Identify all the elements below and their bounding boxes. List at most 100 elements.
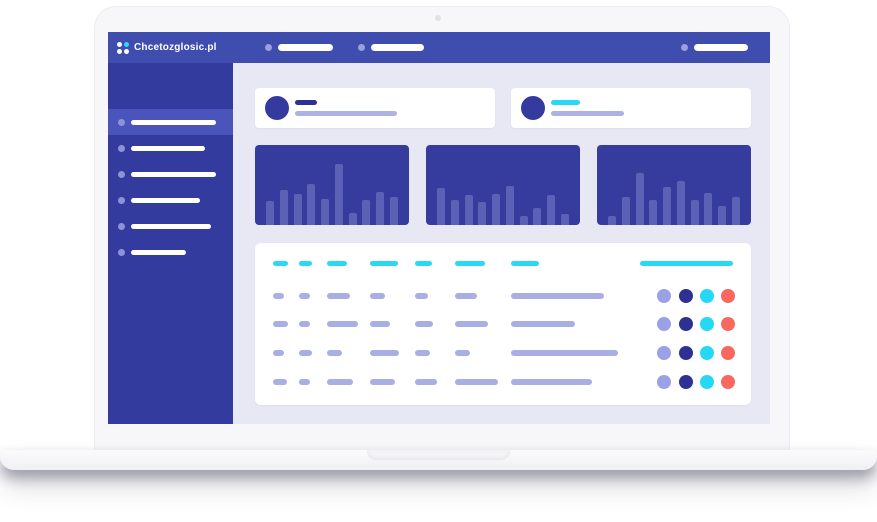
card-subtitle-placeholder	[551, 111, 624, 116]
sidebar-bullet-icon	[118, 144, 125, 152]
status-dot	[679, 375, 693, 389]
chart-bar	[731, 197, 740, 225]
chart-bar	[690, 200, 699, 225]
chart-bar	[437, 188, 445, 225]
chart-bar	[505, 186, 514, 225]
cell-placeholder	[511, 379, 592, 385]
sidebar-bullet-icon	[118, 118, 125, 126]
sidebar-label-placeholder	[131, 249, 186, 255]
status-dot	[721, 375, 735, 389]
chart-bar	[334, 164, 343, 225]
status-dot	[679, 289, 693, 303]
logo-dot-icon	[117, 41, 122, 47]
sidebar-label-placeholder	[131, 145, 205, 151]
sidebar-item[interactable]	[108, 187, 233, 213]
nav-item[interactable]	[358, 32, 424, 63]
cell-placeholder	[327, 321, 358, 327]
nav-item[interactable]	[681, 32, 748, 63]
laptop-base	[0, 450, 877, 470]
sidebar-label-placeholder	[131, 171, 216, 177]
cell-placeholder	[370, 321, 390, 327]
cell-placeholder	[273, 321, 288, 327]
nav-bullet-icon	[358, 44, 365, 51]
status-dot	[679, 317, 693, 331]
cell-placeholder	[327, 379, 353, 385]
nav-item[interactable]	[265, 32, 333, 63]
cell-placeholder	[327, 350, 342, 356]
chart-bar	[649, 200, 658, 225]
cell-placeholder	[327, 293, 350, 299]
logo-dot-icon	[124, 48, 129, 54]
cell-placeholder	[511, 321, 575, 327]
status-dot	[700, 317, 714, 331]
sidebar-bullet-icon	[118, 222, 125, 230]
logo-dots-icon	[117, 41, 129, 54]
cell-placeholder	[299, 293, 310, 299]
profile-card[interactable]	[511, 88, 751, 128]
chart-bar	[293, 194, 302, 225]
chart-bar	[307, 184, 316, 225]
cell-placeholder	[415, 321, 433, 327]
chart-bar	[492, 194, 501, 225]
cell-placeholder	[273, 293, 284, 299]
cell-placeholder	[273, 379, 287, 385]
sidebar-item[interactable]	[108, 109, 233, 135]
sidebar	[108, 63, 233, 424]
chart-bar	[279, 190, 288, 225]
dashboard-screen: Chcetozglosic.pl	[108, 32, 770, 424]
cell-placeholder	[455, 321, 488, 327]
card-title-placeholder	[551, 100, 580, 105]
sidebar-label-placeholder	[131, 197, 200, 203]
cell-placeholder	[455, 293, 477, 299]
chart-bar	[547, 195, 556, 225]
charts-row	[255, 145, 751, 225]
cell-placeholder	[415, 350, 430, 356]
status-dot	[721, 289, 735, 303]
status-dot	[721, 346, 735, 360]
column-header-placeholder	[370, 261, 398, 266]
sidebar-item[interactable]	[108, 239, 233, 265]
bar-chart-panel	[255, 145, 409, 225]
top-navigation-bar: Chcetozglosic.pl	[108, 32, 770, 63]
column-header-placeholder	[455, 261, 485, 266]
chart-bar	[621, 197, 630, 225]
status-dot	[657, 375, 671, 389]
chart-bar	[519, 216, 528, 225]
status-dot	[721, 317, 735, 331]
nav-bullet-icon	[265, 44, 272, 51]
brand-logo[interactable]: Chcetozglosic.pl	[117, 32, 217, 63]
cell-placeholder	[455, 379, 498, 385]
chart-bar	[718, 206, 727, 225]
status-dot	[657, 289, 671, 303]
column-header-placeholder	[327, 261, 347, 266]
column-header-placeholder	[415, 261, 432, 266]
brand-name: Chcetozglosic.pl	[134, 42, 217, 53]
nav-label-placeholder	[694, 44, 748, 51]
sidebar-item[interactable]	[108, 161, 233, 187]
avatar	[521, 96, 545, 120]
column-header-placeholder	[299, 261, 312, 266]
sidebar-bullet-icon	[118, 248, 125, 256]
cell-placeholder	[370, 379, 395, 385]
bar-chart-panel	[426, 145, 580, 225]
sidebar-label-placeholder	[131, 223, 211, 229]
cell-placeholder	[415, 379, 437, 385]
sidebar-item[interactable]	[108, 213, 233, 239]
sidebar-label-placeholder	[131, 119, 216, 125]
webcam-icon	[435, 15, 441, 21]
profile-card[interactable]	[255, 88, 495, 128]
lid-notch	[367, 450, 510, 460]
chart-bar	[464, 195, 473, 225]
status-dot	[700, 289, 714, 303]
sidebar-bullet-icon	[118, 196, 125, 204]
chart-bar	[362, 200, 371, 225]
column-header-placeholder	[511, 261, 539, 266]
chart-bar	[704, 193, 713, 225]
card-subtitle-placeholder	[295, 111, 397, 116]
avatar	[265, 96, 289, 120]
chart-bar	[533, 208, 542, 225]
card-title-placeholder	[295, 100, 317, 105]
sidebar-item[interactable]	[108, 135, 233, 161]
cell-placeholder	[299, 379, 310, 385]
chart-bar	[348, 213, 357, 225]
